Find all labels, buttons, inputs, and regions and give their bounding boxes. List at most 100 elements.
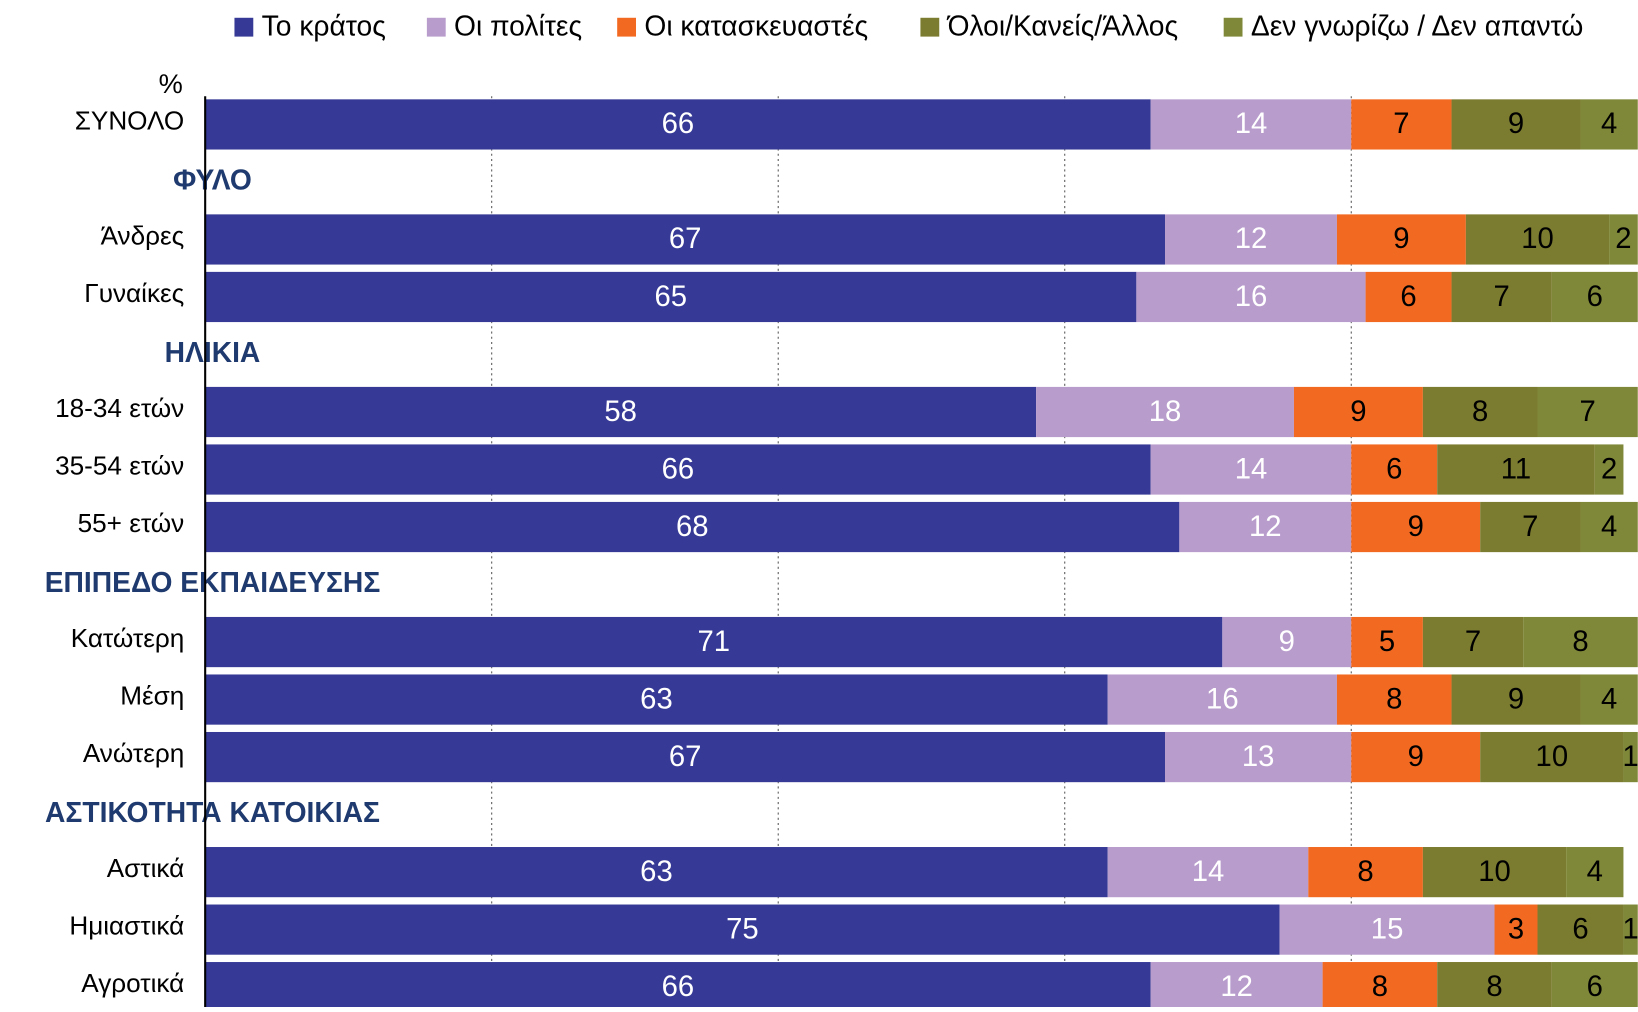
value-label: 2 bbox=[1615, 223, 1631, 255]
group-header: ΗΛΙΚΙΑ bbox=[165, 336, 261, 368]
y-tick-label: ΣΥΝΟΛΟ bbox=[75, 105, 185, 135]
bar-segment bbox=[205, 904, 1280, 955]
bar-segment bbox=[205, 847, 1108, 898]
value-label: 1 bbox=[1622, 913, 1638, 945]
legend-label: Το κράτος bbox=[262, 10, 386, 42]
value-label: 16 bbox=[1235, 281, 1268, 313]
bar-segment bbox=[205, 501, 1180, 553]
bar-segment bbox=[1422, 847, 1567, 898]
value-label: 7 bbox=[1465, 626, 1481, 658]
legend-label: Όλοι/Κανείς/Άλλος bbox=[947, 10, 1178, 42]
value-label: 10 bbox=[1536, 741, 1569, 773]
value-label: 67 bbox=[669, 741, 702, 773]
y-tick-label: 55+ ετών bbox=[78, 508, 185, 538]
bar-segment bbox=[1336, 674, 1452, 725]
y-tick-label: Αστικά bbox=[107, 853, 185, 883]
legend-swatch bbox=[920, 17, 940, 37]
legend-label: Δεν γνωρίζω / Δεν απαντώ bbox=[1251, 10, 1583, 42]
bar-segment bbox=[1580, 501, 1638, 553]
y-tick-label: 18-34 ετών bbox=[55, 393, 184, 423]
bar-segment bbox=[1308, 847, 1423, 898]
axis-unit: % bbox=[159, 68, 183, 99]
bar-segment bbox=[1165, 214, 1337, 265]
bar-segment bbox=[205, 616, 1223, 668]
value-label: 14 bbox=[1235, 453, 1268, 485]
value-label: 9 bbox=[1393, 223, 1409, 255]
bar-segment bbox=[1336, 214, 1466, 265]
value-label: 10 bbox=[1521, 223, 1554, 255]
group-header: ΕΠΙΠΕΔΟ ΕΚΠΑΙΔΕΥΣΗΣ bbox=[45, 566, 381, 598]
value-label: 13 bbox=[1242, 741, 1275, 773]
value-label: 6 bbox=[1572, 913, 1588, 945]
value-label: 12 bbox=[1235, 223, 1268, 255]
bar-segment bbox=[205, 99, 1151, 150]
value-label: 8 bbox=[1572, 626, 1588, 658]
value-label: 66 bbox=[662, 453, 695, 485]
value-label: 8 bbox=[1386, 683, 1402, 715]
value-label: 7 bbox=[1579, 396, 1595, 428]
bar-segment bbox=[1222, 616, 1352, 668]
value-label: 12 bbox=[1220, 971, 1253, 1003]
bar-segment bbox=[1580, 674, 1638, 725]
bar-segment bbox=[1150, 99, 1352, 150]
legend-swatch bbox=[1223, 17, 1243, 37]
bar-segment bbox=[1279, 904, 1495, 955]
value-label: 12 bbox=[1249, 511, 1282, 543]
legend-label: Οι κατασκευαστές bbox=[644, 10, 868, 42]
bar-segment bbox=[1551, 962, 1638, 1012]
value-label: 4 bbox=[1587, 856, 1603, 888]
value-label: 67 bbox=[669, 223, 702, 255]
bar-segment bbox=[1623, 904, 1638, 955]
value-label: 9 bbox=[1350, 396, 1366, 428]
bar-segment bbox=[1451, 99, 1581, 150]
value-label: 11 bbox=[1501, 453, 1531, 485]
legend-swatch bbox=[234, 17, 254, 37]
value-label: 6 bbox=[1587, 971, 1603, 1003]
bar-segment bbox=[205, 674, 1108, 725]
bar-segment bbox=[1036, 386, 1294, 438]
bar-segment bbox=[1566, 847, 1624, 898]
bar-segment bbox=[1451, 674, 1581, 725]
value-label: 15 bbox=[1371, 913, 1404, 945]
value-label: 8 bbox=[1372, 971, 1388, 1003]
value-label: 18 bbox=[1149, 396, 1182, 428]
y-tick-label: Κατώτερη bbox=[71, 623, 185, 653]
bar-segment bbox=[205, 386, 1037, 438]
legend-swatch bbox=[426, 17, 446, 37]
value-label: 9 bbox=[1508, 683, 1524, 715]
bar-segment bbox=[1322, 962, 1438, 1012]
value-label: 8 bbox=[1486, 971, 1502, 1003]
bar-segment bbox=[1136, 271, 1366, 323]
y-tick-label: 35-54 ετών bbox=[55, 450, 184, 480]
bar-segment bbox=[1422, 386, 1538, 438]
bar-segment bbox=[1465, 214, 1610, 265]
bar-segment bbox=[205, 962, 1151, 1012]
bar-segment bbox=[1165, 731, 1352, 783]
value-label: 58 bbox=[604, 396, 637, 428]
value-label: 75 bbox=[726, 913, 759, 945]
value-label: 63 bbox=[640, 683, 673, 715]
value-label: 8 bbox=[1472, 396, 1488, 428]
value-label: 7 bbox=[1393, 108, 1409, 140]
bar-segment bbox=[1437, 962, 1552, 1012]
bar-segment bbox=[205, 271, 1137, 323]
bar-segment bbox=[1494, 904, 1538, 955]
bar-segment bbox=[1609, 214, 1638, 265]
bar-segment bbox=[1551, 271, 1638, 323]
y-tick-label: Άνδρες bbox=[101, 220, 185, 250]
value-label: 4 bbox=[1601, 108, 1617, 140]
value-label: 63 bbox=[640, 856, 673, 888]
value-label: 16 bbox=[1206, 683, 1239, 715]
value-label: 7 bbox=[1494, 281, 1510, 313]
bar-segment bbox=[1422, 616, 1524, 668]
value-label: 9 bbox=[1408, 511, 1424, 543]
bar-segment bbox=[1351, 99, 1452, 150]
bar-segment bbox=[1351, 616, 1423, 668]
value-label: 66 bbox=[662, 971, 695, 1003]
value-label: 5 bbox=[1379, 626, 1395, 658]
value-label: 8 bbox=[1357, 856, 1373, 888]
bar-segment bbox=[205, 444, 1151, 495]
bar-segment bbox=[1623, 731, 1638, 783]
